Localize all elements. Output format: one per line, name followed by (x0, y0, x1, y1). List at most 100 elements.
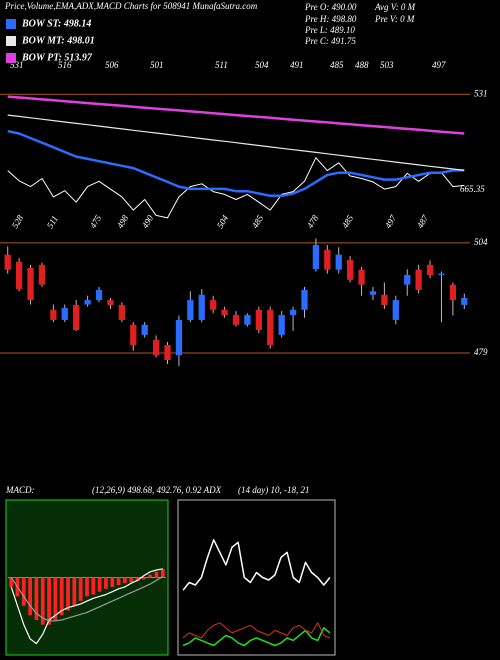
marker-label: 531 (10, 60, 24, 70)
histogram-bar (85, 577, 89, 597)
series-line (7, 95, 465, 135)
level-label: 531 (474, 88, 488, 98)
marker-label: 503 (380, 60, 394, 70)
candle-body (324, 249, 331, 270)
candle-body (27, 267, 34, 301)
legend-swatch (6, 53, 16, 63)
candle-body (107, 300, 114, 305)
candle-body (50, 309, 57, 320)
level-label: 479 (474, 347, 488, 357)
histogram-bar (141, 577, 146, 580)
legend-swatch (6, 36, 16, 46)
marker-label: 504 (255, 60, 269, 70)
series-line (182, 622, 331, 639)
histogram-bar (160, 569, 165, 578)
histogram-bar (91, 577, 96, 595)
candle-body (301, 289, 308, 310)
series-line (10, 568, 163, 645)
histogram-bar (66, 577, 70, 611)
marker-label: 488 (355, 60, 369, 70)
candle-body (232, 315, 240, 325)
histogram-bar (40, 577, 45, 625)
info: Avg V: 0 M (374, 2, 416, 12)
histogram-bar (116, 577, 121, 586)
marker-label: 516 (58, 60, 72, 70)
candle-body (130, 324, 137, 346)
candle-body (141, 324, 148, 335)
histogram-bar (135, 577, 140, 582)
candle-body (187, 300, 194, 320)
candle-body (312, 245, 320, 270)
info: Pre L: 489.10 (304, 25, 355, 35)
adx-title: (14 day) 10, -18, 21 (238, 485, 310, 495)
legend-label: BOW PT: 513.97 (21, 52, 93, 63)
histogram-bar (97, 577, 102, 592)
macd-title: (12,26,9) 498.68, 492.76, 0.92 ADX (92, 485, 222, 495)
legend-label: BOW MT: 498.01 (21, 35, 95, 46)
series-line (10, 576, 164, 622)
histogram-bar (129, 577, 134, 583)
marker-label: 497 (432, 60, 446, 70)
histogram-bar (34, 577, 39, 620)
marker-label: 511 (215, 60, 228, 70)
info: Pre C: 491.75 (304, 36, 356, 46)
candle-body (438, 273, 445, 275)
candle-body (461, 297, 468, 305)
legend-label: BOW ST: 498.14 (21, 18, 91, 29)
legend-swatch (6, 19, 16, 29)
series-line (7, 114, 465, 171)
candle-body (175, 319, 183, 356)
candle-body (221, 309, 228, 316)
histogram-bar (59, 577, 64, 616)
series-line (182, 539, 331, 591)
histogram-bar (9, 577, 14, 587)
histogram-bar (123, 577, 127, 584)
adx-panel (177, 499, 336, 656)
annotation: 665.35 (460, 184, 485, 194)
histogram-bar (28, 577, 33, 616)
candle-body (38, 264, 46, 285)
candle-body (210, 300, 217, 310)
histogram-bar (104, 577, 108, 589)
histogram-bar (72, 577, 77, 606)
candle-body (255, 309, 262, 331)
candle-body (61, 308, 68, 320)
candle-body (449, 284, 457, 301)
marker-label: 485 (330, 60, 344, 70)
histogram-bar (21, 577, 26, 606)
candle-body (198, 294, 205, 320)
histogram-bar (148, 574, 153, 578)
candle-body (415, 269, 422, 290)
series-line (7, 129, 465, 198)
candle-body (404, 274, 411, 285)
candle-body (335, 254, 342, 270)
candle-body (84, 300, 91, 305)
candle-body (95, 289, 103, 301)
histogram-bar (47, 577, 51, 625)
candle-body (118, 304, 125, 320)
candle-body (426, 264, 434, 275)
candle-body (73, 304, 80, 331)
candle-body (164, 345, 171, 361)
chart-title: Price,Volume,EMA,ADX,MACD Charts for 508… (4, 1, 258, 11)
marker-label: 491 (290, 60, 304, 70)
series-line (7, 157, 465, 219)
info: Pre O: 490.00 (304, 2, 357, 12)
info: Pre V: 0 M (374, 14, 415, 24)
candle-body (289, 309, 297, 316)
histogram-bar (110, 577, 115, 587)
candle-body (278, 315, 285, 335)
candle-body (244, 315, 251, 325)
histogram-bar (78, 577, 83, 602)
candle-body (369, 291, 377, 295)
candle-body (347, 259, 354, 280)
histogram-bar (53, 577, 58, 620)
candle-body (152, 339, 160, 356)
marker-label: 506 (105, 60, 119, 70)
candle-body (381, 294, 388, 305)
marker-label: 501 (150, 60, 164, 70)
candle-body (392, 300, 399, 320)
